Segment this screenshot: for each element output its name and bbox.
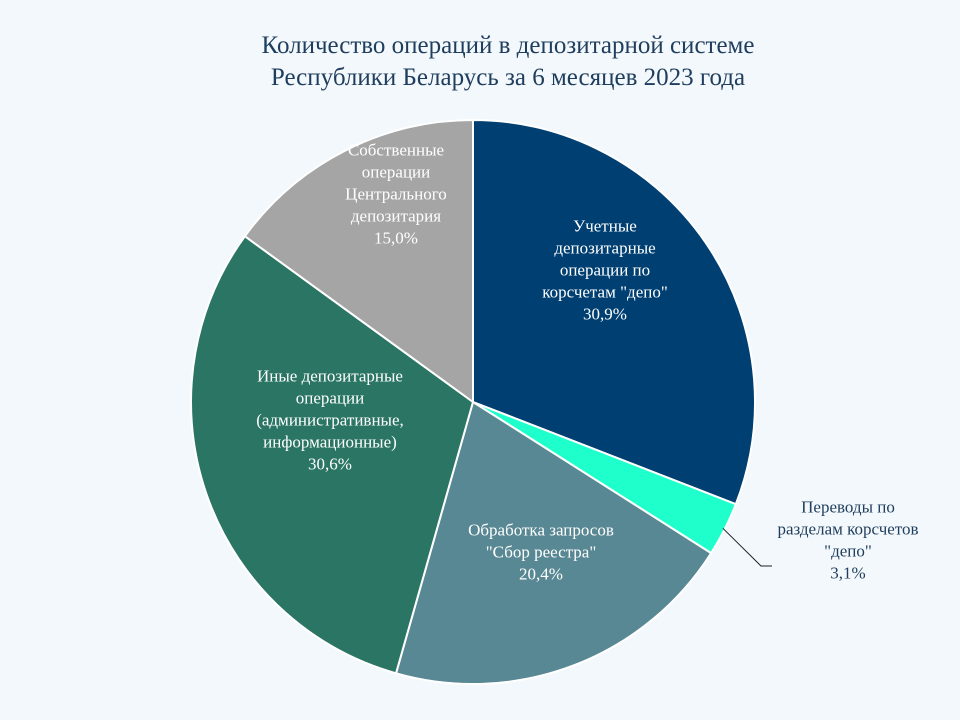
slice-label-3: Обработка запросов "Сбор реестра" 20,4% <box>468 521 614 584</box>
slice-name-line: Центрального <box>345 185 447 204</box>
slice-name-line: Учетные <box>573 217 637 236</box>
chart-title: Количество операций в депозитарной систе… <box>0 30 960 94</box>
slice-value-label: 15,0% <box>374 229 418 248</box>
slice-name-line: операции <box>362 163 430 182</box>
slice-name-line: "депо" <box>824 542 872 561</box>
slice-value-label: 3,1% <box>830 564 865 583</box>
slice-label-2: Переводы по разделам корсчетов "депо" 3,1% <box>777 498 918 583</box>
slice-value-label: 30,6% <box>308 455 352 474</box>
slice-name-line: Собственные <box>348 141 444 160</box>
pie-slice-5 <box>243 119 474 403</box>
chart-title-line-2: Республики Беларусь за 6 месяцев 2023 го… <box>270 64 746 91</box>
pie-slice-4 <box>190 235 474 675</box>
slice-name-line: Иные депозитарные <box>257 367 403 386</box>
slice-label-5: Собственные операции Центрального депозитар… <box>345 141 447 248</box>
slice-labels: Учетные депозитарные операции по корсчетам … <box>256 141 918 584</box>
slice-name-line: депозитария <box>351 207 441 226</box>
chart-title-line-1: Количество операций в депозитарной систе… <box>261 32 755 59</box>
slice-name-line: разделам корсчетов <box>777 520 918 539</box>
slice-value-label: 20,4% <box>519 565 563 584</box>
slice-name-line: Переводы по <box>801 498 895 517</box>
pie-slice-1 <box>472 119 756 506</box>
slice-name-line: информационные) <box>263 433 397 452</box>
pie-slices <box>190 119 756 685</box>
slice-name-line: депозитарные <box>554 239 655 258</box>
slice-name-line: корсчетам "депо" <box>542 283 668 302</box>
slice-label-4: Иные депозитарные операции (административн… <box>256 367 404 474</box>
slice-label-1: Учетные депозитарные операции по корсчетам … <box>542 217 668 324</box>
slice-name-line: (административные, <box>256 411 404 430</box>
slice-name-line: Обработка запросов <box>468 521 614 540</box>
slice-name-line: операции по <box>560 261 650 280</box>
slice-name-line: "Сбор реестра" <box>486 543 597 562</box>
slice-name-line: операции <box>296 389 364 408</box>
leader-line <box>722 527 772 567</box>
slice-value-label: 30,9% <box>583 305 627 324</box>
pie-slice-3 <box>395 401 713 685</box>
